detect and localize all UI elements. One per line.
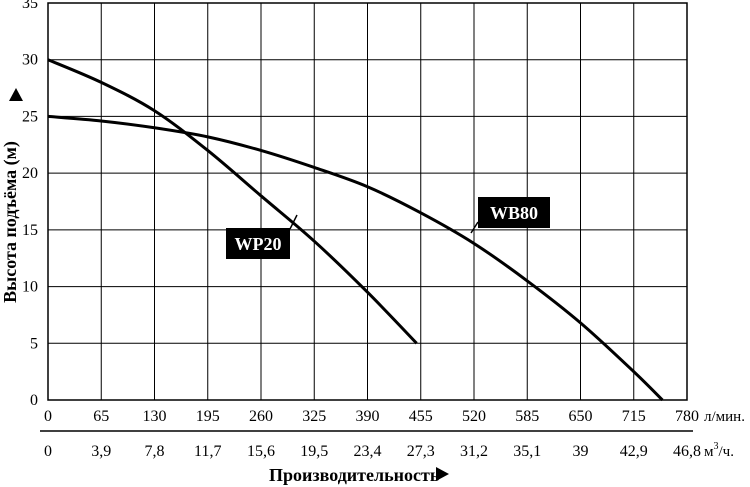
x-tick-label-primary: 650: [569, 408, 593, 425]
x-unit-secondary-base: м: [704, 444, 714, 460]
x-tick-label-primary: 260: [249, 408, 273, 425]
x-tick-label-secondary: 42,9: [620, 443, 648, 460]
x-tick-label-secondary: 23,4: [354, 443, 382, 460]
plot-frame: [47, 2, 688, 401]
x-tick-label-secondary: 39: [573, 443, 589, 460]
y-tick-label: 5: [30, 335, 38, 352]
x-tick-label-secondary: 15,6: [247, 443, 275, 460]
y-tick-label: 0: [30, 392, 38, 409]
x-tick-label-primary: 520: [462, 408, 486, 425]
y-tick-label: 35: [22, 0, 38, 12]
grid: [47, 2, 688, 401]
x-unit-secondary-sup: 3: [714, 441, 719, 452]
x-unit-primary: л/мин.: [704, 409, 745, 425]
x-tick-label-secondary: 7,8: [145, 443, 165, 460]
x-tick-label-primary: 325: [302, 408, 326, 425]
x-tick-label-secondary: 46,8: [673, 443, 701, 460]
x-tick-label-secondary: 35,1: [513, 443, 541, 460]
x-tick-label-primary: 195: [196, 408, 220, 425]
y-tick-label: 30: [22, 52, 38, 69]
x-tick-label-primary: 780: [675, 408, 699, 425]
x-tick-label-primary: 455: [409, 408, 433, 425]
series-label-box-wb80: [478, 197, 550, 228]
y-tick-label: 15: [22, 222, 38, 239]
series-label-wp20: WP20: [235, 234, 282, 254]
x-axis-title: Производительность: [269, 465, 440, 485]
x-tick-label-secondary: 31,2: [460, 443, 488, 460]
x-tick-label-primary: 585: [515, 408, 539, 425]
series-line-wp20: [47, 58, 418, 345]
x-tick-label-secondary: 27,3: [407, 443, 435, 460]
series-label-wb80: WB80: [490, 203, 538, 223]
x-axis-arrow-icon: [436, 467, 449, 481]
series-leader-wb80: [470, 221, 479, 234]
x-unit-secondary: м3/ч.: [704, 441, 734, 460]
x-tick-label-primary: 715: [622, 408, 646, 425]
curves: [47, 58, 664, 402]
y-tick-label: 25: [22, 108, 38, 125]
y-axis-arrow-icon: [9, 88, 23, 101]
x-tick-label-secondary: 3,9: [91, 443, 111, 460]
x-unit-secondary-tail: /ч.: [719, 444, 734, 460]
x-tick-label-secondary: 11,7: [194, 443, 221, 460]
series-line-wb80: [47, 114, 664, 402]
x-tick-label-secondary: 19,5: [300, 443, 328, 460]
y-tick-label: 10: [22, 279, 38, 296]
x-tick-label-primary: 65: [93, 408, 109, 425]
y-axis-title: Высота подъёма (м): [0, 141, 21, 303]
x-tick-label-primary: 130: [143, 408, 167, 425]
series-label-box-wp20: [226, 228, 290, 259]
x-tick-label-primary: 0: [44, 408, 52, 425]
x-tick-label-secondary: 0: [44, 443, 52, 460]
series-leader-wp20: [289, 214, 298, 230]
x-tick-label-primary: 390: [356, 408, 380, 425]
y-tick-label: 20: [22, 165, 38, 182]
